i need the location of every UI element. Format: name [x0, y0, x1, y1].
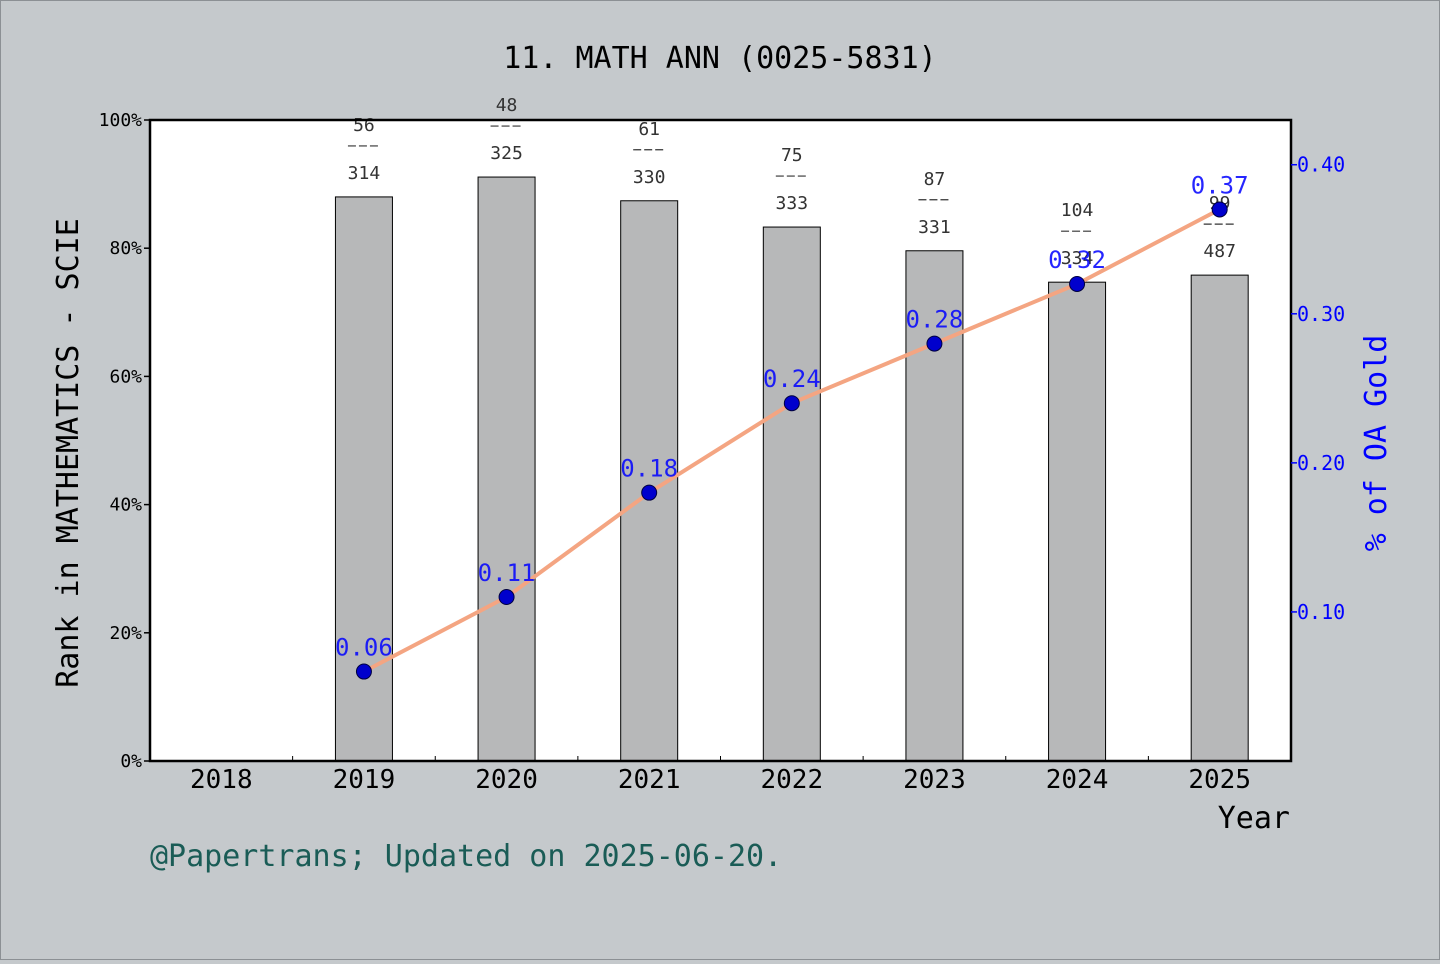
bar-rank-label: 56 [353, 115, 375, 136]
oa-gold-point [355, 663, 372, 680]
bar-rank-label: 104 [1061, 200, 1094, 221]
x-tick-label: 2019 [333, 765, 396, 795]
x-tick-label: 2020 [475, 765, 538, 795]
bar-total-label: 331 [918, 217, 951, 238]
oa-gold-point [926, 335, 943, 352]
x-tick-label: 2023 [903, 765, 966, 795]
bar-total-label: 330 [633, 167, 666, 188]
y-tick-label: 0% [120, 751, 142, 772]
oa-gold-point [1069, 275, 1086, 292]
bar [762, 226, 821, 762]
oa-gold-point [641, 484, 658, 501]
x-tick-label: 2021 [618, 765, 681, 795]
y-tick-label: 20% [109, 623, 142, 644]
oa-gold-value-label: 0.32 [1048, 246, 1106, 274]
bar [477, 176, 536, 762]
bar [1048, 281, 1107, 762]
oa-gold-value-label: 0.18 [620, 455, 678, 483]
x-tick-label: 2018 [190, 765, 253, 795]
oa-gold-line-layer: 0.06 0.11 0.18 0.24 0.28 0.32 0.37 [335, 171, 1249, 680]
y-tick-label: 40% [109, 495, 142, 516]
oa-gold-value-label: 0.24 [763, 365, 821, 393]
x-tick-label: 2024 [1046, 765, 1109, 795]
y2-tick-label: 0.40 [1297, 153, 1345, 177]
bar-total-label: 334 [1061, 248, 1094, 269]
bar-total-label: 325 [490, 143, 523, 164]
footer-credit: @Papertrans; Updated on 2025-06-20. [150, 839, 782, 874]
oa-gold-value-label: 0.06 [335, 634, 393, 662]
oa-gold-value-label: 0.37 [1191, 171, 1249, 199]
y-tick-label: 100% [99, 110, 143, 131]
chart-title: 11. MATH ANN (0025-5831) [503, 41, 936, 76]
y2-tick-label: 0.10 [1297, 600, 1345, 624]
oa-gold-point [498, 589, 515, 606]
x-tick-label: 2022 [761, 765, 824, 795]
bar-rank-label: 61 [638, 119, 660, 140]
y2-axis-title: % of OA Gold [1359, 335, 1394, 552]
bar-total-label: 487 [1203, 241, 1236, 262]
left-axis: 0% 20% 40% 60% 80% 100% [99, 110, 150, 772]
oa-gold-value-label: 0.11 [478, 559, 536, 587]
oa-gold-point [783, 395, 800, 412]
x-axis: 2018 2019 2020 2021 2022 2023 2024 2025 [190, 756, 1251, 795]
y-axis-title: Rank in MATHEMATICS - SCIE [51, 218, 86, 688]
right-axis: 0.10 0.20 0.30 0.40 [1291, 153, 1345, 624]
x-tick-label: 2025 [1188, 765, 1251, 795]
oa-gold-value-label: 0.28 [906, 306, 964, 334]
bar [1190, 274, 1249, 762]
y2-tick-label: 0.20 [1297, 451, 1345, 475]
bar-rank-label: 75 [781, 145, 803, 166]
bar-total-label: 314 [348, 163, 381, 184]
bar-rank-label: 48 [496, 95, 518, 116]
bar-labels-layer: 563144832561330753338733110433499487 [348, 95, 1236, 269]
oa-gold-point [1211, 201, 1228, 218]
y-tick-label: 80% [109, 238, 142, 259]
bar-total-label: 333 [776, 193, 809, 214]
plot-area [150, 120, 1291, 761]
bar-rank-label: 87 [924, 169, 946, 190]
y2-tick-label: 0.30 [1297, 302, 1345, 326]
y-tick-label: 60% [109, 366, 142, 387]
x-axis-title: Year [1218, 801, 1290, 836]
